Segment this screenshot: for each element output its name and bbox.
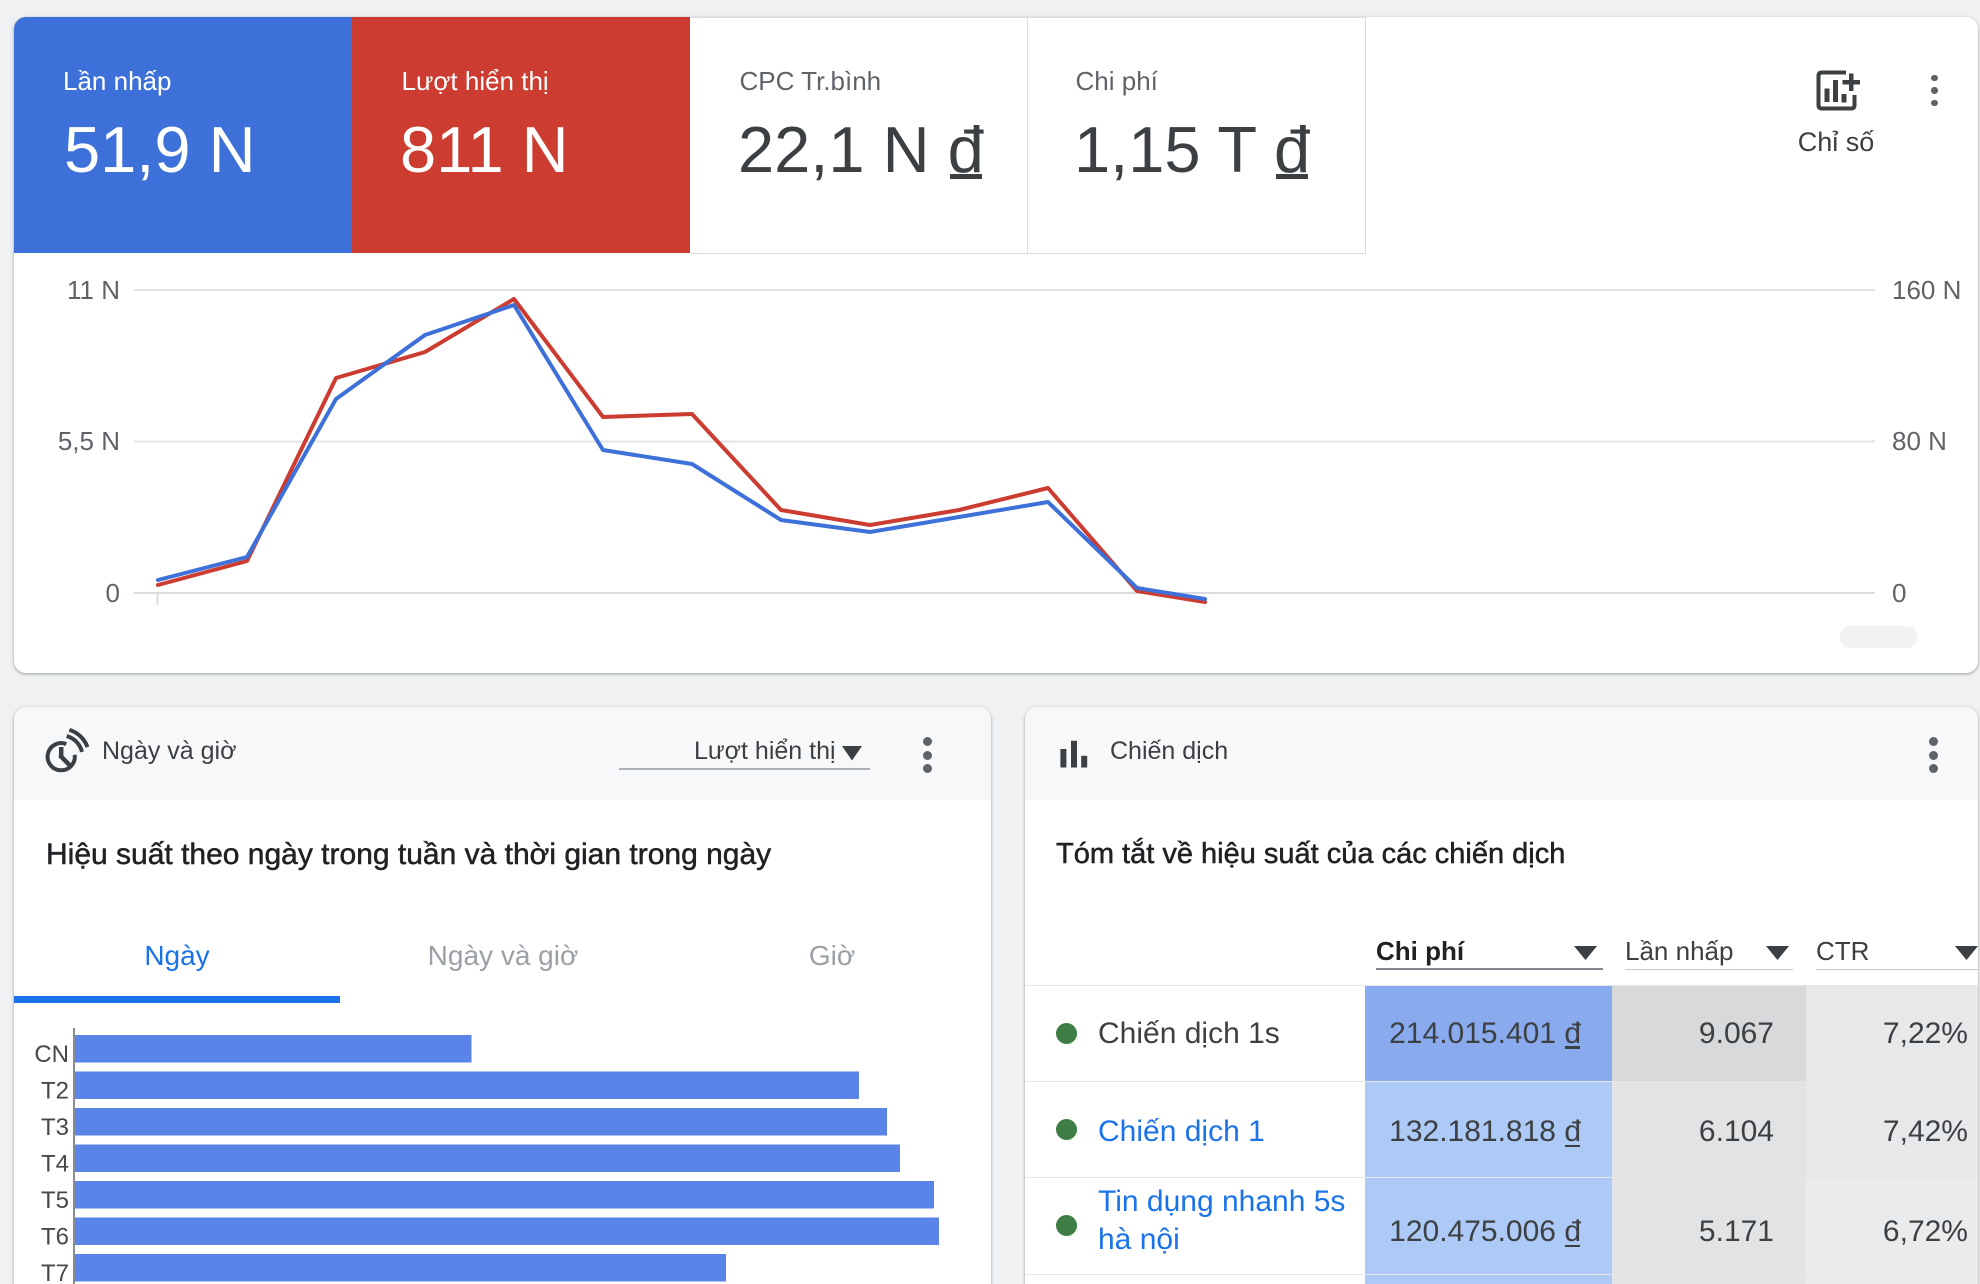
svg-text:80 N: 80 N [1892, 426, 1947, 456]
svg-text:T2: T2 [41, 1078, 69, 1105]
svg-text:T6: T6 [41, 1224, 69, 1251]
svg-text:11 N: 11 N [67, 275, 120, 305]
svg-text:T3: T3 [41, 1114, 69, 1141]
svg-text:0: 0 [1892, 578, 1906, 608]
svg-text:T7: T7 [41, 1260, 69, 1284]
svg-text:T4: T4 [41, 1151, 69, 1178]
svg-text:0: 0 [106, 578, 120, 608]
svg-text:CN: CN [34, 1041, 69, 1068]
svg-text:160 N: 160 N [1892, 275, 1961, 305]
svg-text:T5: T5 [41, 1187, 69, 1214]
svg-text:5,5 N: 5,5 N [58, 426, 120, 456]
